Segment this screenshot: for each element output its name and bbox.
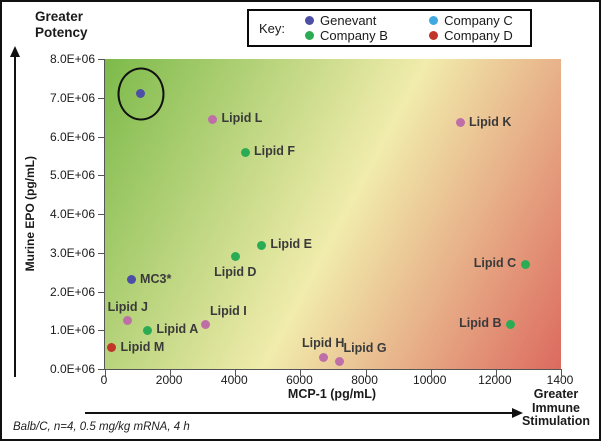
y-tick-label: 3.0E+06 (49, 245, 95, 260)
point-dot-lipid-f (240, 147, 250, 157)
greater-potency-label: Greater Potency (35, 9, 88, 41)
x-tick-mark (300, 369, 302, 376)
legend: Key: Genevant Company B Company C Company D (247, 9, 532, 47)
point-label-lipid-a: Lipid A (156, 322, 199, 337)
legend-swatch-company-c (429, 16, 439, 25)
y-tick-label: 6.0E+06 (49, 129, 95, 144)
point-label-lipid-j: Lipid J (107, 299, 148, 314)
legend-swatch-company-d (429, 31, 439, 40)
x-tick-label: 0 (100, 373, 108, 387)
legend-entry-genevant: Genevant (305, 13, 399, 28)
point-label-lipid-l: Lipid L (221, 111, 263, 126)
y-tick-mark (98, 291, 105, 293)
point-label-lipid-d: Lipid D (214, 264, 257, 279)
x-tick-label: 4000 (220, 373, 248, 387)
y-tick-mark (98, 330, 105, 332)
x-tick-label: 6000 (286, 373, 313, 387)
point-label-lipid-i: Lipid I (209, 304, 247, 319)
y-tick-label: 0.0E+06 (49, 362, 95, 376)
x-tick-label: 10000 (413, 373, 447, 387)
x-tick-mark (561, 369, 562, 376)
point-label-lipid-k: Lipid K (469, 114, 512, 129)
y-tick-mark (98, 252, 105, 254)
x-tick-label: 8000 (351, 373, 378, 387)
x-tick-mark (105, 369, 106, 376)
greater-immune-line3: Stimulation (521, 414, 591, 428)
x-tick-mark (170, 369, 172, 376)
point-dot-lipid-k (455, 118, 465, 128)
y-tick-label: 2.0E+06 (49, 284, 95, 299)
point-dot-lipid-g (335, 356, 344, 366)
y-axis-title: Murine EPO (pg/mL) (22, 59, 37, 369)
point-dot-lipid-l (207, 114, 217, 124)
y-tick-mark (98, 214, 105, 215)
x-tick-label: 1400 (546, 373, 574, 387)
greater-potency-line2: Potency (35, 25, 88, 40)
x-tick-label: 2000 (155, 373, 183, 387)
point-dot-lipid-m (107, 343, 116, 353)
point-dot-lipid-b (506, 319, 515, 329)
point-dot-mc3 (126, 275, 136, 285)
y-tick-label: 4.0E+06 (49, 207, 95, 221)
legend-label: Genevant (320, 13, 377, 28)
legend-title: Key: (259, 20, 286, 36)
y-tick-label: 1.0E+06 (49, 323, 95, 338)
y-tick-mark (98, 369, 105, 370)
right-arrow-icon (85, 407, 523, 419)
point-label-lipid-h: Lipid H (302, 336, 345, 351)
legend-label: Company D (444, 28, 513, 43)
x-tick-label: 12000 (478, 373, 512, 387)
point-dot-lipid-i (201, 319, 211, 329)
greater-potency-line1: Greater (35, 9, 84, 24)
y-tick-mark (98, 97, 105, 99)
point-label-mc3: MC3* (140, 271, 172, 286)
greater-immune-stimulation-label: Greater Immune Stimulation (517, 387, 595, 429)
x-tick-mark (495, 369, 497, 376)
up-arrow-line (14, 57, 16, 377)
y-tick-label: 7.0E+06 (49, 90, 95, 105)
legend-swatch-genevant (305, 16, 315, 25)
legend-label: Company B (320, 28, 388, 43)
y-tick-mark (98, 59, 105, 60)
y-tick-mark (98, 136, 105, 138)
legend-entries: Genevant Company B Company C Company D (305, 13, 524, 43)
legend-entry-company-d: Company D (429, 28, 524, 43)
y-axis-title-text: Murine EPO (pg/mL) (22, 156, 37, 272)
point-label-lipid-c: Lipid C (473, 256, 517, 271)
point-dot-lipid-a (142, 325, 152, 335)
y-tick-mark (98, 175, 105, 177)
x-axis-title: MCP-1 (pg/mL) (287, 387, 377, 401)
legend-label: Company C (444, 13, 513, 28)
plot-area: MC3* Lipid L Lipid K Lipid F Lipid E Lipid D L… (98, 59, 562, 376)
greater-immune-line2: Immune (532, 400, 580, 415)
legend-swatch-company-b (305, 31, 315, 40)
point-label-lipid-f: Lipid F (254, 144, 296, 158)
point-label-lipid-e: Lipid E (270, 237, 312, 251)
y-tick-label: 8.0E+06 (49, 52, 95, 66)
x-tick-mark (235, 369, 237, 376)
x-tick-mark (365, 369, 367, 376)
point-dot-lipid-e (256, 240, 266, 250)
legend-entry-company-b: Company B (305, 28, 399, 43)
circle-annotation (117, 67, 165, 121)
legend-entry-company-c: Company C (429, 13, 524, 28)
x-tick-mark (430, 369, 432, 376)
point-dot-lipid-j (123, 316, 133, 326)
footnote: Balb/C, n=4, 0.5 mg/kg mRNA, 4 h (13, 421, 190, 433)
point-dot-lipid-d (230, 252, 240, 262)
up-arrow-icon (10, 46, 20, 377)
y-tick-label: 5.0E+06 (49, 168, 95, 183)
point-label-lipid-b: Lipid B (459, 316, 502, 331)
point-label-lipid-m: Lipid M (120, 339, 165, 354)
right-arrow-line (85, 412, 512, 414)
right-arrow-head (512, 408, 523, 418)
point-dot-lipid-h (318, 352, 328, 362)
point-dot-lipid-c (520, 259, 530, 269)
point-label-lipid-g: Lipid G (343, 341, 387, 356)
up-arrow-head (10, 46, 20, 57)
greater-immune-line1: Greater (533, 387, 579, 401)
